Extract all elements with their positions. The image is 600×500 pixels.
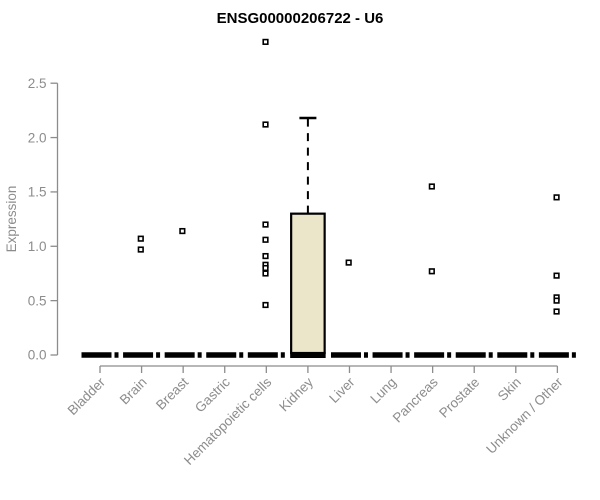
y-tick-label: 1.0: [28, 239, 47, 254]
outlier-point: [345, 259, 352, 266]
x-category-label: Breast: [153, 374, 191, 412]
outlier-point: [553, 272, 560, 279]
outlier-point: [137, 246, 144, 253]
outlier-point: [262, 301, 269, 309]
outlier-point: [553, 194, 560, 201]
outlier-point: [553, 308, 560, 315]
outlier-point: [262, 252, 269, 260]
y-axis: 0.0 0.5 1.0 1.5 2.0 2.5: [28, 76, 59, 363]
outlier-point: [262, 38, 269, 45]
y-tick-label: 2.5: [28, 76, 47, 91]
outlier-point: [262, 264, 269, 272]
x-category-label: Liver: [326, 374, 358, 406]
outlier-point: [262, 221, 269, 228]
outlier-point: [262, 236, 269, 243]
box-rect: [290, 212, 326, 355]
y-tick-label: 1.5: [28, 185, 47, 200]
x-category-label: Brain: [117, 375, 150, 408]
plot-area: 0.0 0.5 1.0 1.5 2.0 2.5 Bladder Brain Breast Gast…: [28, 38, 576, 468]
y-tick-label: 0.0: [28, 348, 47, 363]
x-category-label: Lung: [367, 375, 399, 407]
outlier-point: [262, 270, 269, 277]
y-axis-title: Expression: [4, 186, 19, 253]
outlier-point: [553, 297, 560, 304]
x-category-label: Pancreas: [390, 374, 441, 425]
y-tick-label: 2.0: [28, 130, 47, 145]
x-category-label: Bladder: [65, 374, 109, 418]
boxplot-kidney: [290, 116, 326, 358]
y-tick-label: 0.5: [28, 293, 47, 308]
outlier-point: [428, 268, 435, 275]
outlier-point: [428, 183, 435, 190]
x-category-label: Kidney: [276, 374, 316, 414]
outlier-point: [137, 235, 144, 242]
outlier-point: [179, 227, 186, 235]
x-category-label: Skin: [495, 375, 524, 404]
x-category-label: Prostate: [436, 375, 482, 421]
outlier-point: [262, 121, 269, 128]
x-category-label: Unknown / Other: [483, 374, 566, 457]
x-category-label: Gastric: [192, 374, 233, 415]
chart-title: ENSG00000206722 - U6: [217, 10, 384, 27]
